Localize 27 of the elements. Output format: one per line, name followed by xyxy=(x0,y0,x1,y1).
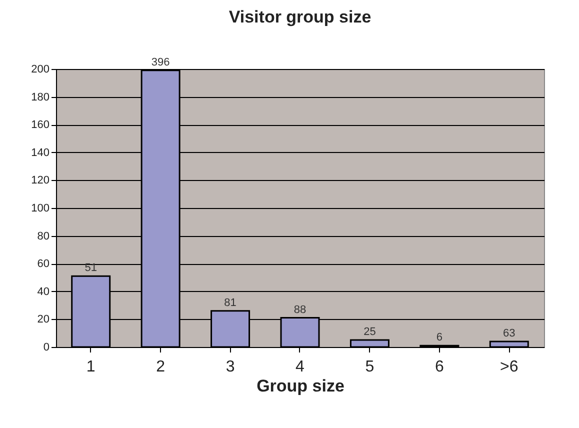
x-tick-label: 6 xyxy=(434,358,444,376)
annotation: 396 xyxy=(151,56,170,68)
y-tick-label: 20 xyxy=(37,314,50,326)
annotation: 81 xyxy=(224,296,236,309)
x-axis-title: Group size xyxy=(256,376,344,396)
y-tick-label: 180 xyxy=(31,91,50,104)
x-tick-label: 5 xyxy=(365,358,374,376)
y-tick-label: 0 xyxy=(43,342,50,354)
y-tick-label: 120 xyxy=(31,174,50,187)
y-tick-label: 160 xyxy=(31,119,50,132)
y-tick-label: 140 xyxy=(31,146,50,159)
y-tick-label: 80 xyxy=(37,230,50,242)
x-tick-label: 2 xyxy=(156,358,166,376)
y-tick-label: 40 xyxy=(37,286,50,298)
y-tick-label: 200 xyxy=(31,64,50,76)
annotation: 25 xyxy=(364,326,376,338)
y-tick-label: 60 xyxy=(37,258,50,270)
x-tick-label: 4 xyxy=(296,358,305,376)
x-tick-label: 1 xyxy=(86,358,96,376)
y-tick-label: 100 xyxy=(31,202,50,214)
annotation: 88 xyxy=(294,304,306,316)
annotation: 6 xyxy=(436,332,442,344)
x-tick-label: 3 xyxy=(226,358,235,376)
x-tick-label: >6 xyxy=(500,358,518,376)
chart-title: Visitor group size xyxy=(228,7,372,26)
annotation: 51 xyxy=(84,262,97,274)
annotation: 63 xyxy=(503,327,516,340)
